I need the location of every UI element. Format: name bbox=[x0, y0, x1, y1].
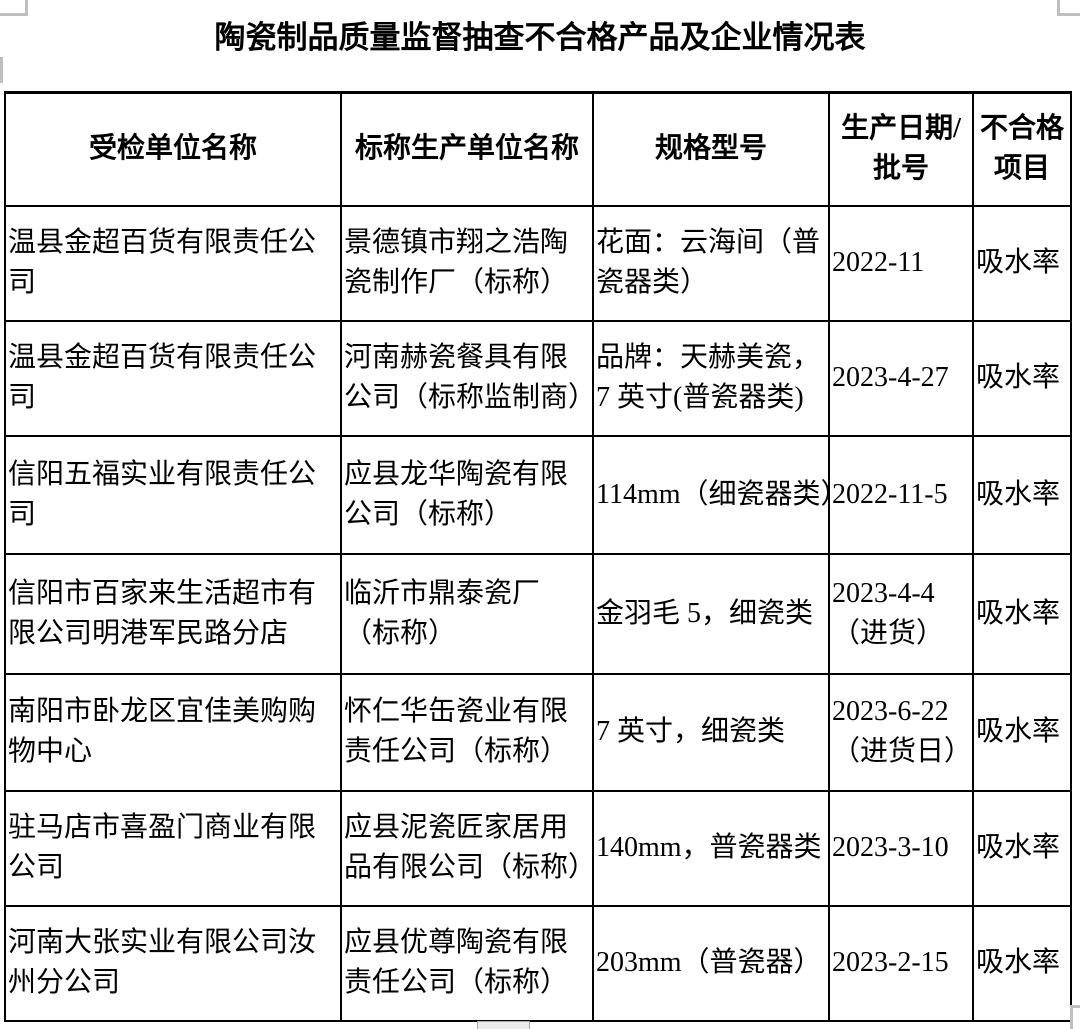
cell-defect-item: 吸水率 bbox=[972, 434, 1072, 555]
cell-producer-unit: 临沂市鼎泰瓷厂 （标称） bbox=[340, 552, 594, 675]
cell-defect-item: 吸水率 bbox=[972, 552, 1072, 675]
cell-producer-unit: 景德镇市翔之浩陶 瓷制作厂（标称） bbox=[340, 204, 594, 322]
cell-spec-model: 7 英寸，细瓷类 bbox=[592, 672, 830, 792]
table-header-row: 受检单位名称 标称生产单位名称 规格型号 生产日期/ 批号 不合格 项目 bbox=[4, 91, 1072, 207]
cell-spec-model: 140mm，普瓷器类 bbox=[592, 789, 830, 907]
cell-inspected-unit: 驻马店市喜盈门商业有限 公司 bbox=[4, 789, 342, 907]
page-corner-mark-bottom-right-vertical bbox=[1070, 1005, 1073, 1029]
cell-spec-model: 203mm（普瓷器） bbox=[592, 904, 830, 1022]
page-title: 陶瓷制品质量监督抽查不合格产品及企业情况表 bbox=[214, 20, 866, 55]
table-row: 河南大张实业有限公司汝 州分公司 应县优尊陶瓷有限 责任公司（标称） 203mm（普… bbox=[4, 904, 1072, 1022]
cell-defect-item: 吸水率 bbox=[972, 204, 1072, 322]
page-corner-mark-bottom-right-horizontal bbox=[1070, 1005, 1080, 1008]
page-corner-mark-top-right-horizontal bbox=[1057, 13, 1080, 16]
column-header-producer-unit: 标称生产单位名称 bbox=[340, 91, 594, 207]
column-header-defect-item: 不合格 项目 bbox=[972, 91, 1072, 207]
page-edge-mark-left bbox=[0, 57, 3, 83]
page-corner-mark-top-right-vertical bbox=[1057, 0, 1060, 16]
cell-inspected-unit: 信阳市百家来生活超市有 限公司明港军民路分店 bbox=[4, 552, 342, 675]
defect-products-table: 受检单位名称 标称生产单位名称 规格型号 生产日期/ 批号 不合格 项目 温县金超百货有… bbox=[4, 91, 1072, 1022]
cell-inspected-unit: 南阳市卧龙区宜佳美购购 物中心 bbox=[4, 672, 342, 792]
cell-production-date-batch: 2023-6-22 （进货日） bbox=[828, 672, 974, 792]
table-row: 南阳市卧龙区宜佳美购购 物中心 怀仁华缶瓷业有限 责任公司（标称） 7 英寸，细瓷类… bbox=[4, 672, 1072, 792]
cell-production-date-batch: 2023-4-27 bbox=[828, 319, 974, 437]
cell-production-date-batch: 2023-4-4 （进货） bbox=[828, 552, 974, 675]
cell-production-date-batch: 2023-3-10 bbox=[828, 789, 974, 907]
cell-inspected-unit: 河南大张实业有限公司汝 州分公司 bbox=[4, 904, 342, 1022]
cell-inspected-unit: 温县金超百货有限责任公 司 bbox=[4, 319, 342, 437]
cell-defect-item: 吸水率 bbox=[972, 319, 1072, 437]
page-corner-mark-top-left-vertical bbox=[25, 0, 28, 16]
cell-producer-unit: 河南赫瓷餐具有限 公司（标称监制商） bbox=[340, 319, 596, 437]
cell-spec-model: 花面：云海间（普 瓷器类） bbox=[592, 204, 830, 322]
cell-production-date-batch: 2022-11-5 bbox=[828, 434, 974, 555]
table-row: 信阳五福实业有限责任公 司应县龙华陶瓷有限 公司（标称） 114mm（细瓷器类） 2… bbox=[4, 434, 1072, 555]
horizontal-scrollbar-thumb[interactable] bbox=[477, 1021, 530, 1029]
column-header-spec-model: 规格型号 bbox=[592, 91, 830, 207]
column-header-production-date-batch: 生产日期/ 批号 bbox=[828, 91, 974, 207]
table-row: 温县金超百货有限责任公 司景德镇市翔之浩陶 瓷制作厂（标称） 花面：云海间（普 瓷… bbox=[4, 204, 1072, 322]
cell-inspected-unit: 信阳五福实业有限责任公 司 bbox=[4, 434, 342, 555]
cell-defect-item: 吸水率 bbox=[972, 672, 1072, 792]
column-header-inspected-unit: 受检单位名称 bbox=[4, 91, 342, 207]
table-row: 驻马店市喜盈门商业有限 公司 应县泥瓷匠家居用 品有限公司（标称） 140mm，普瓷… bbox=[4, 789, 1072, 907]
cell-defect-item: 吸水率 bbox=[972, 904, 1072, 1022]
cell-spec-model: 品牌：天赫美瓷， 7 英寸(普瓷器类) bbox=[592, 319, 830, 437]
cell-producer-unit: 应县龙华陶瓷有限 公司（标称） bbox=[340, 434, 594, 555]
cell-producer-unit: 应县优尊陶瓷有限 责任公司（标称） bbox=[340, 904, 594, 1022]
cell-spec-model: 114mm（细瓷器类） bbox=[592, 434, 849, 555]
cell-spec-model: 金羽毛 5，细瓷类 bbox=[592, 552, 830, 675]
cell-inspected-unit: 温县金超百货有限责任公 司 bbox=[4, 204, 342, 322]
table-row: 信阳市百家来生活超市有 限公司明港军民路分店 临沂市鼎泰瓷厂 （标称） 金羽毛 5，… bbox=[4, 552, 1072, 675]
cell-defect-item: 吸水率 bbox=[972, 789, 1072, 907]
cell-producer-unit: 怀仁华缶瓷业有限 责任公司（标称） bbox=[340, 672, 594, 792]
cell-production-date-batch: 2023-2-15 bbox=[828, 904, 974, 1022]
cell-production-date-batch: 2022-11 bbox=[828, 204, 974, 322]
table-row: 温县金超百货有限责任公 司河南赫瓷餐具有限 公司（标称监制商） 品牌：天赫美瓷， … bbox=[4, 319, 1072, 437]
page-corner-mark-top-left-horizontal bbox=[0, 13, 28, 16]
cell-producer-unit: 应县泥瓷匠家居用 品有限公司（标称） bbox=[340, 789, 596, 907]
